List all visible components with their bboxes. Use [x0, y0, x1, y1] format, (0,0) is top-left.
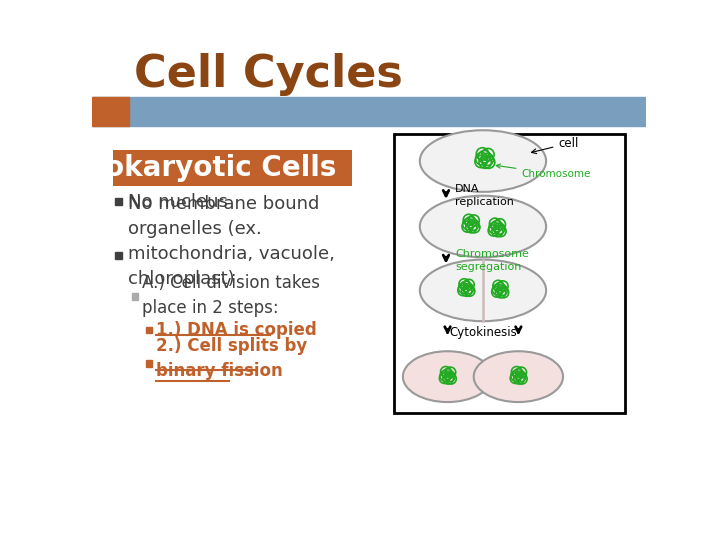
Text: Prokaryotic Cells: Prokaryotic Cells — [71, 154, 336, 182]
Text: Cell Cycles: Cell Cycles — [134, 52, 403, 96]
Text: Cytokinesis: Cytokinesis — [449, 326, 517, 339]
Bar — [92, 97, 647, 126]
Text: DNA
replication: DNA replication — [455, 185, 514, 207]
Text: cell: cell — [531, 137, 579, 153]
Text: A.) Cell division takes
place in 2 steps:: A.) Cell division takes place in 2 steps… — [142, 274, 320, 318]
FancyBboxPatch shape — [113, 150, 352, 186]
FancyBboxPatch shape — [394, 134, 625, 413]
Text: 2.) Cell splits by
binary fission: 2.) Cell splits by binary fission — [156, 338, 307, 381]
Text: Chromosome
segregation: Chromosome segregation — [455, 249, 529, 272]
Bar — [132, 293, 138, 300]
Bar — [145, 361, 152, 367]
Text: 1.) DNA is copied: 1.) DNA is copied — [156, 321, 317, 339]
Text: No nucleus: No nucleus — [128, 193, 228, 211]
Bar — [115, 252, 122, 259]
Ellipse shape — [474, 351, 563, 402]
Bar — [145, 327, 152, 333]
Ellipse shape — [403, 351, 492, 402]
Text: Chromosome: Chromosome — [496, 164, 591, 179]
Ellipse shape — [420, 260, 546, 321]
Ellipse shape — [420, 130, 546, 192]
Bar — [92, 97, 129, 126]
Ellipse shape — [420, 195, 546, 257]
Text: No membrane bound
organelles (ex.
mitochondria, vacuole,
chloroplast): No membrane bound organelles (ex. mitoch… — [128, 195, 335, 288]
Bar — [115, 198, 122, 205]
